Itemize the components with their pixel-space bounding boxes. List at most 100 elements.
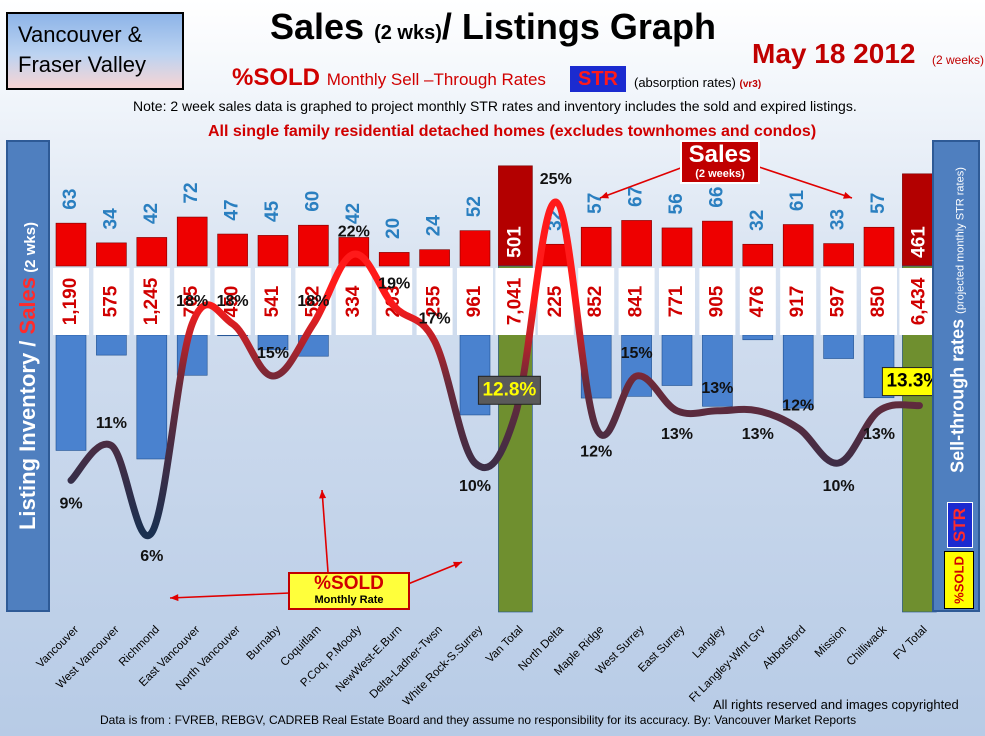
inventory-bar bbox=[661, 334, 693, 386]
title-tail: / Listings Graph bbox=[441, 6, 716, 47]
callout-arrow-head bbox=[843, 192, 852, 199]
inventory-label-bg bbox=[659, 268, 695, 335]
sales-value-label: 32 bbox=[747, 210, 768, 231]
report-date-note: (2 weeks) bbox=[932, 53, 985, 67]
inventory-label-bg bbox=[820, 268, 857, 335]
inventory-value-label: 905 bbox=[706, 285, 727, 317]
rate-value-label: 12% bbox=[782, 397, 814, 414]
chart-subtitle: %SOLD Monthly Sell –Through Rates bbox=[232, 64, 546, 92]
sales-value-label: 501 bbox=[504, 226, 525, 258]
sales-bar bbox=[902, 173, 937, 267]
rate-value-label: 13% bbox=[701, 380, 733, 397]
region-line-2: Fraser Valley bbox=[18, 52, 146, 77]
sales-value-label: 57 bbox=[868, 193, 889, 214]
sales-bar bbox=[298, 224, 329, 267]
sales-bar bbox=[96, 242, 127, 267]
inventory-bar bbox=[742, 334, 774, 341]
inventory-value-label: 771 bbox=[666, 285, 687, 317]
inventory-value-label: 1,190 bbox=[60, 278, 81, 326]
absorption-note: (absorption rates) (vr3) bbox=[634, 75, 761, 90]
rate-value-label: 18% bbox=[297, 293, 329, 310]
sales-value-label: 60 bbox=[302, 191, 323, 212]
inventory-value-label: 575 bbox=[100, 285, 121, 317]
inventory-value-label: 917 bbox=[787, 286, 808, 318]
sales-value-label: 24 bbox=[424, 215, 445, 237]
category-label: Delta-Ladner-Twsn bbox=[368, 624, 445, 701]
right-axis-label: Sell-through rates (projected monthly ST… bbox=[948, 167, 969, 473]
left-axis-panel bbox=[6, 140, 50, 612]
rate-value-label: 25% bbox=[540, 171, 572, 188]
sales-value-label: 33 bbox=[828, 209, 849, 230]
rate-value-label: 13% bbox=[661, 426, 693, 443]
inventory-value-label: 850 bbox=[868, 286, 889, 318]
sales-value-label: 72 bbox=[181, 182, 202, 203]
sales-bar bbox=[419, 249, 450, 267]
left-axis-label-a: Listing Inventory / bbox=[15, 334, 40, 531]
callout-arrow-head bbox=[319, 490, 327, 499]
inventory-label-bg bbox=[780, 268, 817, 335]
category-label: Mission bbox=[813, 624, 849, 660]
sales-value-label: 66 bbox=[706, 187, 727, 208]
inventory-bar bbox=[782, 334, 814, 409]
sold-callout-sub: Monthly Rate bbox=[314, 594, 384, 606]
callout-arrow-line bbox=[321, 489, 329, 573]
region-line-1: Vancouver & bbox=[18, 22, 143, 47]
rate-value-label: 19% bbox=[378, 276, 410, 293]
str-badge: STR bbox=[570, 66, 626, 92]
sales-bar bbox=[863, 226, 895, 267]
note-text: Note: 2 week sales data is graphed to pr… bbox=[133, 98, 857, 114]
inventory-label-bg bbox=[93, 268, 130, 335]
sold-callout: %SOLD Monthly Rate bbox=[288, 572, 410, 610]
sales-callout: Sales (2 weeks) bbox=[680, 140, 760, 184]
detached-note: All single family residential detached h… bbox=[208, 123, 817, 140]
callout-arrow-head bbox=[170, 594, 179, 602]
category-label: Van Total bbox=[484, 624, 526, 666]
left-axis-label: Listing Inventory / Sales (2 wks) bbox=[15, 222, 41, 530]
inventory-label-bg bbox=[861, 268, 897, 335]
rate-value-label: 13.3% bbox=[886, 371, 940, 392]
footer-source: Data is from : FVREB, REBGV, CADREB Real… bbox=[100, 713, 857, 727]
rate-value-label: 13% bbox=[742, 426, 774, 443]
sales-value-label: 61 bbox=[787, 190, 808, 212]
inventory-value-label: 541 bbox=[262, 285, 283, 317]
inventory-bar bbox=[96, 334, 127, 356]
inventory-label-bg bbox=[133, 268, 170, 335]
callout-arrow-line bbox=[407, 561, 463, 585]
inventory-value-label: 255 bbox=[424, 285, 445, 317]
sales-value-label: 34 bbox=[100, 208, 121, 230]
category-label: Langley bbox=[691, 624, 728, 661]
inventory-value-label: 7,041 bbox=[504, 277, 525, 325]
rate-value-label: 15% bbox=[257, 345, 289, 362]
inventory-bar bbox=[823, 334, 854, 359]
sales-value-label: 42 bbox=[141, 203, 162, 224]
inventory-label-bg bbox=[618, 268, 655, 335]
sales-bar bbox=[702, 220, 733, 267]
str-vertical-text: STR bbox=[950, 508, 969, 542]
sales-callout-title: Sales bbox=[688, 141, 752, 168]
inventory-label-bg bbox=[457, 268, 493, 335]
title-small: (2 wks) bbox=[374, 22, 442, 44]
sales-bar bbox=[217, 233, 248, 267]
inventory-label-bg bbox=[537, 268, 574, 335]
absorption-text: (absorption rates) bbox=[634, 75, 736, 90]
rate-value-label: 13% bbox=[863, 426, 895, 443]
report-date: May 18 2012 bbox=[752, 38, 916, 69]
sales-bar bbox=[823, 243, 854, 267]
sales-bar bbox=[55, 222, 87, 267]
sales-bar bbox=[782, 224, 814, 267]
rate-value-label: 15% bbox=[621, 345, 653, 362]
region-box: Vancouver & Fraser Valley bbox=[6, 12, 184, 90]
inventory-label-bg bbox=[335, 268, 372, 335]
sold-callout-title: %SOLD bbox=[314, 573, 384, 594]
sold-vertical-badge: %SOLD bbox=[944, 551, 974, 609]
rate-value-label: 6% bbox=[140, 548, 163, 565]
sales-value-label: 56 bbox=[666, 193, 687, 214]
inventory-value-label: 6,434 bbox=[908, 277, 929, 325]
inventory-label-bg bbox=[255, 268, 291, 335]
rate-value-label: 12% bbox=[580, 443, 612, 460]
inventory-value-label: 225 bbox=[545, 285, 566, 317]
category-label: White Rock-S.Surrey bbox=[401, 624, 486, 709]
sales-bar bbox=[459, 230, 491, 267]
rate-value-label: 17% bbox=[419, 310, 451, 327]
sales-value-label: 67 bbox=[626, 186, 647, 207]
